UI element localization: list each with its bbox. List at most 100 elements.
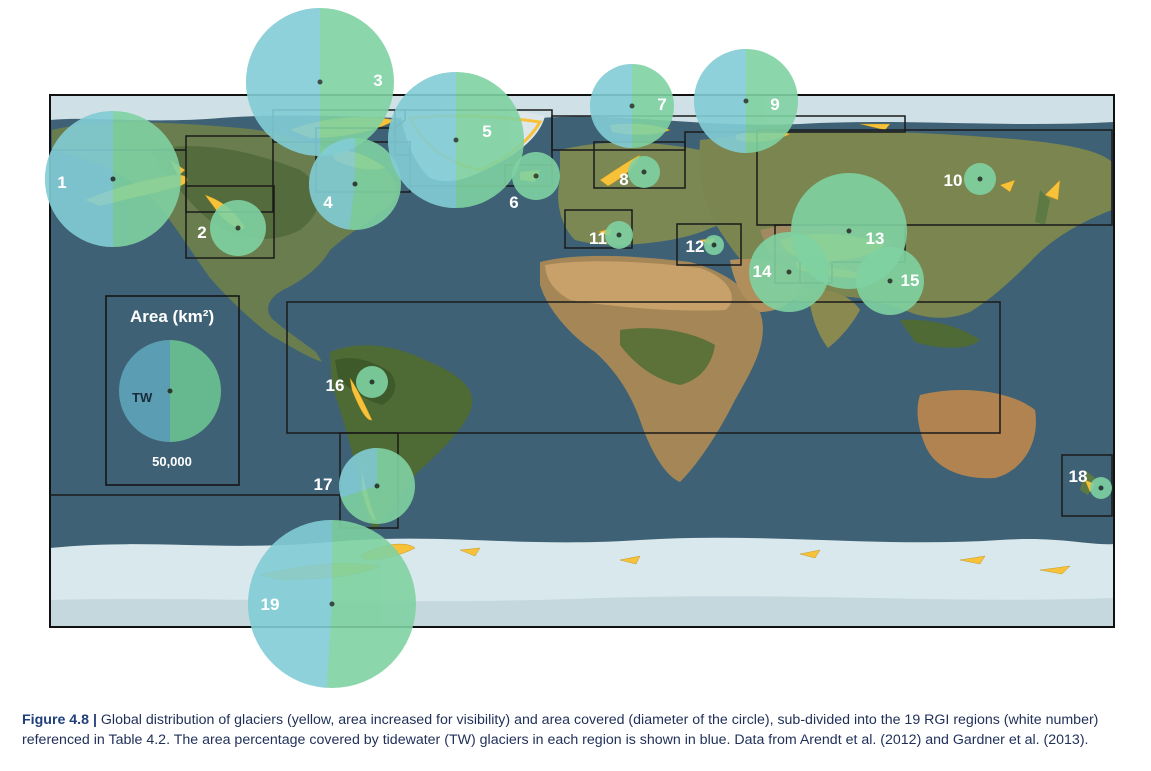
pie-center-1 [110,176,116,182]
pie-region-17 [338,448,415,524]
pie-center-5 [453,137,459,143]
glacier-subantarctic-d [959,555,986,565]
pie-center-16 [369,379,375,385]
box-region-7-9 [551,115,906,151]
region-label-1: 1 [57,173,66,192]
region-label-12: 12 [686,237,705,256]
pie-center-8 [641,169,647,175]
region-label-11: 11 [589,229,607,248]
box-region-18 [1061,454,1113,517]
box-region-12 [676,223,742,266]
pie-region-16 [356,366,388,398]
legend-pie-tidewater [119,340,170,442]
region-label-9: 9 [770,95,779,114]
japan [1035,190,1050,225]
pie-tidewater-9 [694,49,746,153]
sahara [545,261,732,311]
pie-center-18 [1098,485,1104,491]
glacier-subantarctic-c [799,549,821,559]
region-labels: 1 2 3 4 5 6 7 8 9 10 11 12 13 14 15 16 1… [57,71,1087,614]
india [808,289,860,348]
region-label-7: 7 [657,95,666,114]
congo [620,328,715,385]
box-region-16 [286,301,1001,434]
legend-tw-label: TW [132,390,153,405]
region-label-17: 17 [314,475,333,494]
pie-region-11 [605,221,633,249]
pie-center-9 [743,98,749,104]
legend-title: Area (km²) [130,307,214,326]
glacier-subantarctic-a [459,547,481,557]
box-region-11 [564,209,633,249]
pie-region-4 [308,138,401,230]
legend-pie-land [170,340,221,442]
canada-forest [150,146,319,240]
map-frame [49,94,1115,628]
glacier-north-asia [999,179,1016,193]
figure-label: Figure 4.8 | [22,712,97,728]
pie-center-3 [317,79,323,85]
region-label-4: 4 [323,193,333,212]
glacier-andes-low-latitude [349,377,373,421]
region-pies [45,8,1112,688]
region-label-18: 18 [1069,467,1088,486]
legend-scale-value: 50,000 [152,454,192,469]
pie-region-19 [247,520,416,688]
pie-center-11 [616,232,622,238]
pie-region-14 [749,232,829,312]
figure-caption: Figure 4.8 | Global distribution of glac… [22,710,1132,750]
glacier-scandinavia [599,154,641,187]
pie-region-1 [45,111,181,247]
pie-tidewater-5 [388,72,456,208]
pie-center-12 [711,242,717,248]
pie-region-3 [246,8,394,156]
pie-region-8 [628,156,660,188]
pie-region-12 [704,235,724,255]
box-region-2 [185,185,275,259]
region-label-10: 10 [944,171,963,190]
region-label-8: 8 [619,170,628,189]
pie-center-6 [533,173,539,179]
pie-tidewater-3 [246,8,320,156]
pie-center-15 [887,278,893,284]
pie-tidewater-7 [590,64,632,148]
pie-region-15 [856,247,924,315]
legend-pie-center [167,388,173,394]
pie-tidewater-4 [308,138,355,230]
glacier-north-asia-b [1044,179,1061,201]
pie-center-14 [786,269,792,275]
pie-center-2 [235,225,241,231]
pie-region-7 [590,64,674,148]
map-svg: 1 2 3 4 5 6 7 8 9 10 11 12 13 14 15 16 1… [45,8,1115,688]
pie-region-9 [694,49,798,153]
pie-region-2 [210,200,266,256]
region-label-2: 2 [197,223,206,242]
australia [917,390,1036,479]
caption-text: Global distribution of glaciers (yellow,… [22,712,1099,748]
pie-tidewater-17 [338,448,377,498]
legend-box [105,295,240,486]
glacier-subantarctic-b [619,555,641,565]
region-label-3: 3 [373,71,382,90]
pie-region-6 [512,152,560,200]
antarctica-shelf [50,596,1114,627]
glacier-severnaya [859,123,891,131]
pie-center-10 [977,176,983,182]
glacier-map-figure: 1 2 3 4 5 6 7 8 9 10 11 12 13 14 15 16 1… [45,8,1115,688]
pie-center-13 [846,228,852,234]
se-asia [900,319,980,348]
glacier-subantarctic-e [1039,565,1071,575]
pie-tidewater-19 [247,520,332,688]
pie-region-18 [1090,477,1112,499]
region-label-16: 16 [326,376,345,395]
region-label-14: 14 [753,262,772,281]
pie-region-5 [388,72,524,208]
pie-center-7 [629,103,635,109]
legend: Area (km²) TW 50,000 [105,295,240,486]
region-label-5: 5 [482,122,491,141]
pie-center-4 [352,181,358,187]
pie-center-17 [374,483,380,489]
pie-region-10 [964,163,996,195]
region-label-19: 19 [261,595,280,614]
region-label-15: 15 [901,271,920,290]
